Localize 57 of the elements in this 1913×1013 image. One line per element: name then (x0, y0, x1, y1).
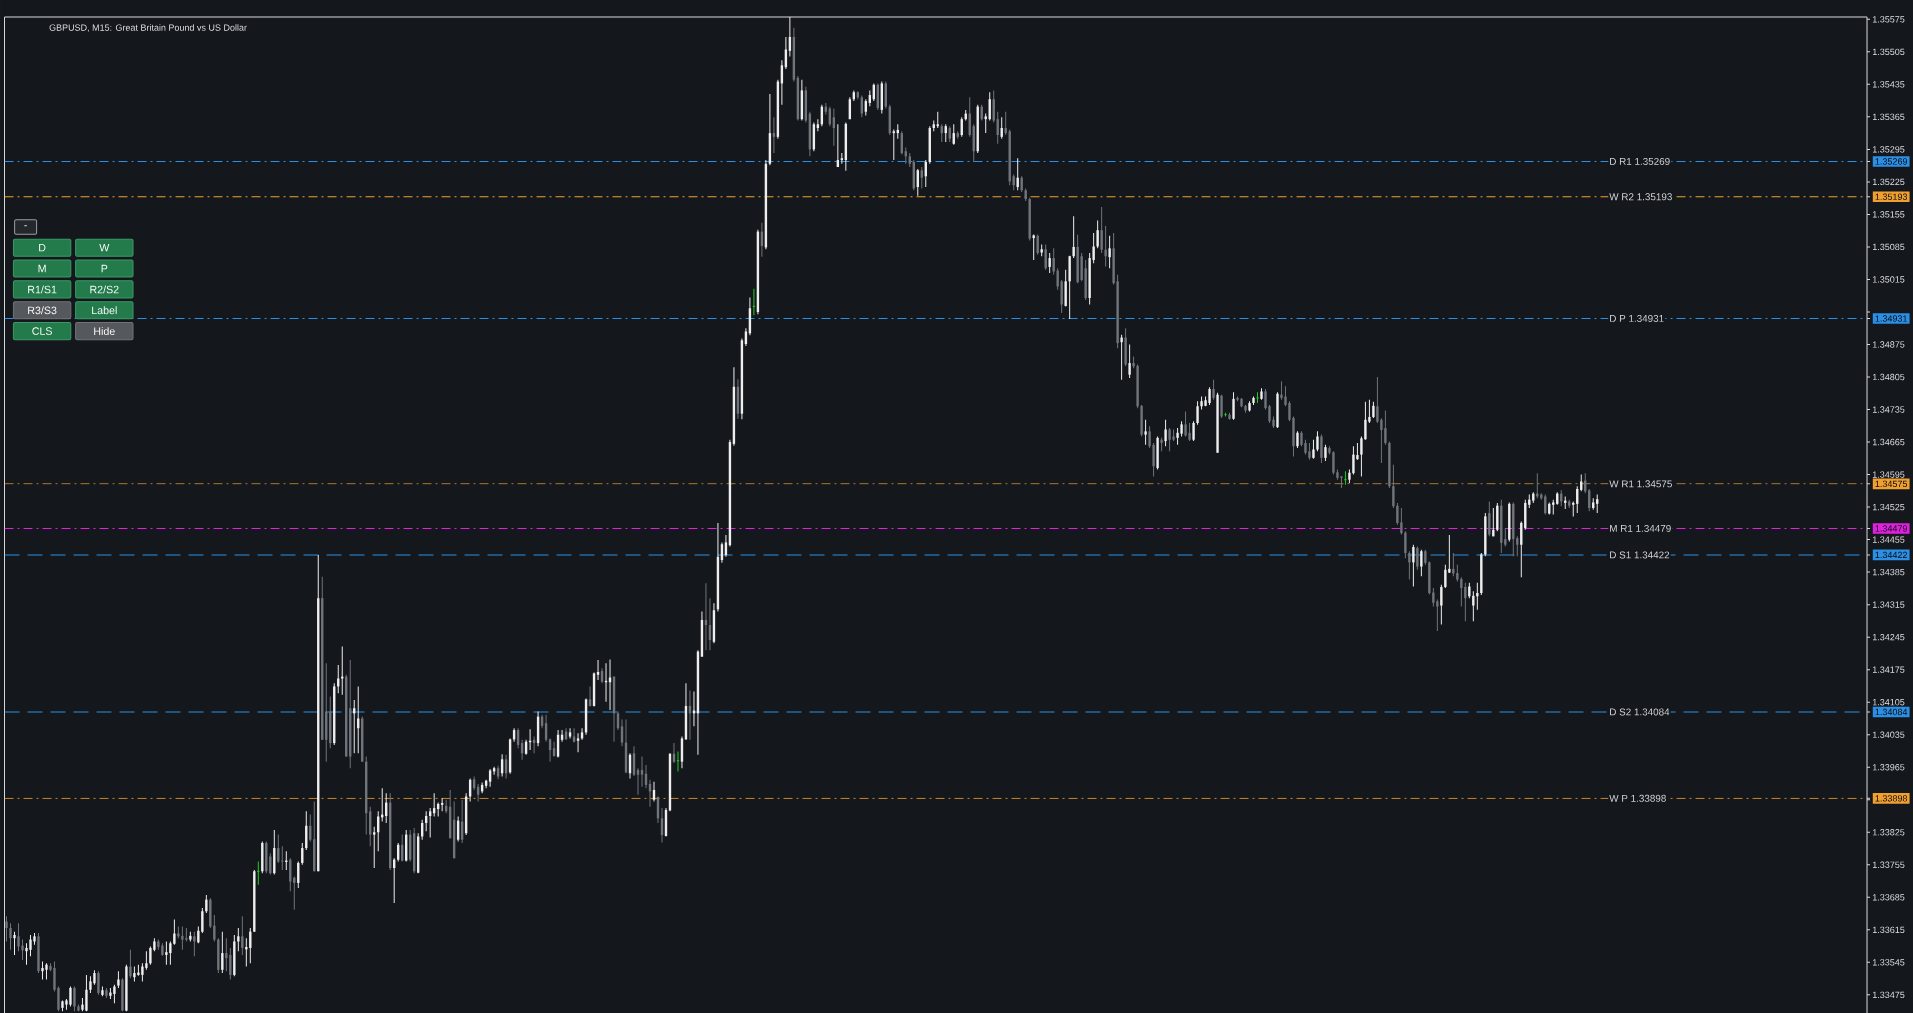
y-tick-label: 1.34385 (1872, 568, 1905, 576)
y-tick-label: 1.35435 (1872, 81, 1905, 88)
y-tick-label: 1.34084 (1875, 708, 1908, 716)
y-tick-label: 1.34525 (1872, 503, 1905, 511)
y-tick-label: 1.34735 (1872, 406, 1905, 413)
y-tick-label: 1.35295 (1872, 146, 1905, 153)
y-tick-label: 1.34245 (1872, 633, 1905, 641)
ref-line-label: D R1 1.35269 (1610, 157, 1670, 165)
y-tick-label: 1.34035 (1872, 731, 1905, 738)
y-tick-label: 1.35015 (1872, 276, 1905, 283)
y-tick-label: 1.34175 (1872, 666, 1905, 673)
annotation: P (101, 264, 108, 273)
y-tick-label: 1.34875 (1872, 341, 1905, 348)
ref-line-label: D S2 1.34084 (1610, 708, 1670, 716)
y-tick-label: 1.33898 (1875, 795, 1908, 802)
annotation: - (24, 225, 27, 227)
y-tick-label: 1.35225 (1872, 178, 1905, 186)
y-tick-label: 1.33825 (1872, 829, 1905, 836)
annotation: R3/S3 (28, 306, 57, 315)
y-tick-label: 1.33965 (1872, 764, 1905, 771)
annotation: R1/S1 (28, 285, 57, 294)
y-tick-label: 1.35505 (1872, 48, 1905, 56)
annotation: M (38, 264, 46, 273)
y-tick-label: 1.35155 (1872, 211, 1905, 218)
y-tick-label: 1.34455 (1872, 536, 1905, 543)
y-tick-label: 1.35365 (1872, 113, 1905, 121)
y-tick-label: 1.34105 (1872, 699, 1905, 706)
ref-line-label: W R2 1.35193 (1609, 193, 1672, 201)
y-tick-label: 1.35575 (1872, 16, 1905, 23)
ref-line-label: M R1 1.34479 (1610, 524, 1671, 532)
y-tick-label: 1.34805 (1872, 373, 1905, 381)
annotation: Hide (94, 327, 115, 335)
y-tick-label: 1.35193 (1875, 193, 1908, 200)
y-tick-label: 1.35085 (1872, 243, 1905, 251)
y-tick-label: 1.34931 (1875, 315, 1907, 322)
text: GBPUSD, M15: Great Britain Pound vs US Dollar (49, 24, 247, 32)
y-tick-label: 1.34595 (1872, 471, 1905, 478)
y-tick-label: 1.35269 (1875, 158, 1908, 165)
ref-line-label: D S1 1.34422 (1610, 551, 1670, 559)
ref-line-label: W R1 1.34575 (1609, 480, 1672, 488)
ref-line-label: D P 1.34931 (1610, 314, 1664, 322)
annotation: Label (92, 306, 117, 315)
y-tick-label: 1.34575 (1875, 480, 1908, 488)
ref-line-label: W P 1.33898 (1609, 794, 1666, 802)
annotation: CLS (32, 327, 52, 335)
y-tick-label: 1.33755 (1872, 861, 1905, 868)
y-tick-label: 1.33475 (1872, 991, 1905, 999)
y-tick-label: 1.34315 (1872, 601, 1905, 608)
y-tick-label: 1.34422 (1875, 551, 1907, 559)
y-tick-label: 1.34665 (1872, 438, 1905, 446)
y-tick-label: 1.33545 (1872, 959, 1905, 966)
y-tick-label: 1.33615 (1872, 926, 1905, 934)
annotation: R2/S2 (90, 285, 119, 294)
y-tick-label: 1.33685 (1872, 894, 1905, 901)
annotation: W (99, 244, 110, 252)
annotation: D (39, 244, 46, 252)
y-tick-label: 1.34479 (1875, 525, 1908, 532)
